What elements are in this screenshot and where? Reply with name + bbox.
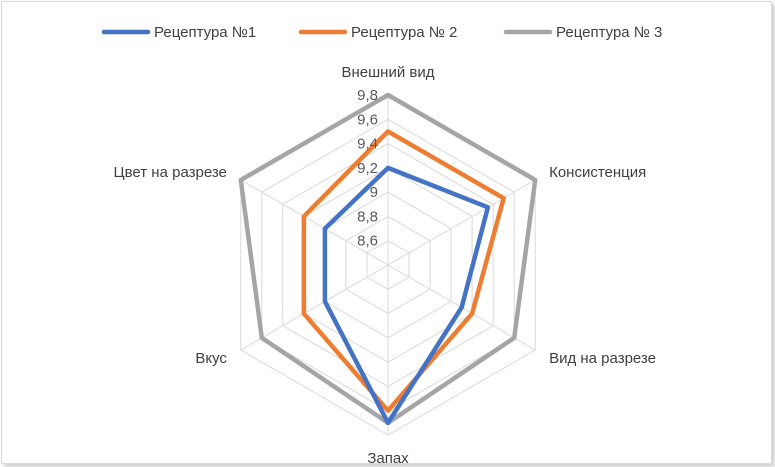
axis-label-5: Цвет на разрезе xyxy=(114,164,227,181)
radar-spokes xyxy=(240,95,536,435)
radar-axis-labels: Внешний вид Консистенция Вид на разрезе Зап… xyxy=(114,64,656,467)
tick-label-3: 9,2 xyxy=(357,160,378,177)
axis-label-3: Запах xyxy=(367,450,409,467)
axis-label-4: Вкус xyxy=(195,350,227,367)
radar-tick-labels: 8,6 8,8 9 9,2 9,4 9,6 9,8 xyxy=(357,87,378,250)
legend-label-3: Рецептура № 3 xyxy=(556,24,662,41)
axis-label-2: Вид на разрезе xyxy=(549,350,656,367)
spoke-4 xyxy=(240,264,389,351)
spoke-1 xyxy=(387,179,536,266)
axis-label-1: Консистенция xyxy=(549,164,646,181)
legend: Рецептура №1 Рецептура № 2 Рецептура № 3 xyxy=(101,24,662,41)
tick-label-4: 9,4 xyxy=(357,136,378,153)
tick-label-5: 9,6 xyxy=(357,111,378,128)
series-line-2 xyxy=(301,129,506,413)
legend-label-1: Рецептура №1 xyxy=(154,24,256,41)
axis-label-0: Внешний вид xyxy=(342,64,435,81)
tick-label-6: 9,8 xyxy=(357,87,378,104)
tick-label-1: 8,8 xyxy=(357,208,378,225)
spoke-5 xyxy=(240,179,389,266)
tick-label-2: 9 xyxy=(370,184,378,201)
legend-label-2: Рецептура № 2 xyxy=(351,24,457,41)
radar-series xyxy=(238,92,538,426)
series-line-1 xyxy=(322,165,491,426)
tick-label-0: 8,6 xyxy=(357,233,378,250)
